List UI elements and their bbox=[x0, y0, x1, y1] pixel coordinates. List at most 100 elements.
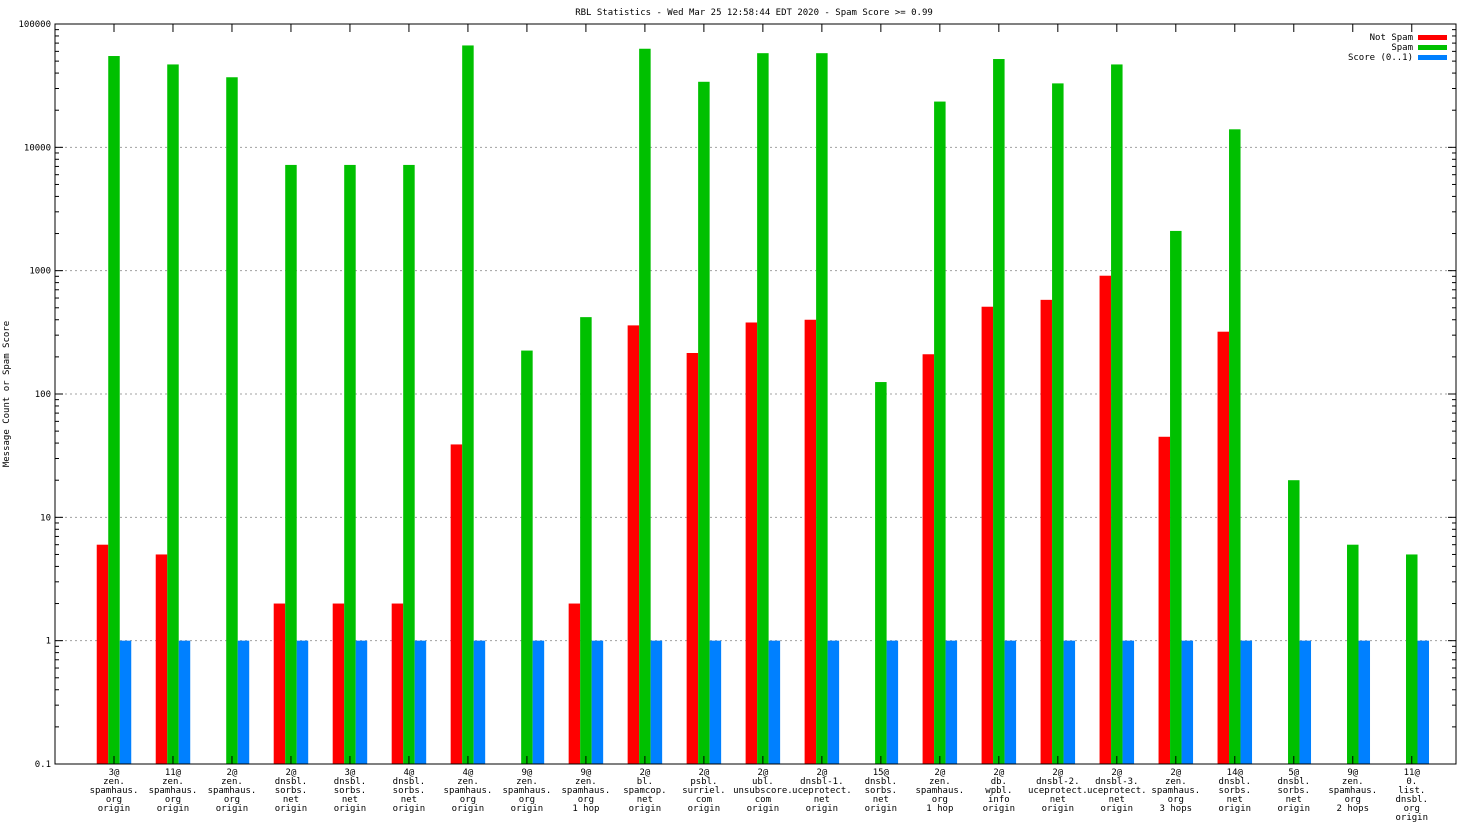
x-tick-label: 2@ bbox=[698, 768, 709, 778]
x-tick-label: spamhaus. bbox=[149, 786, 198, 796]
bar-score-0-1 bbox=[473, 640, 486, 764]
bar-score-0-1 bbox=[237, 640, 250, 764]
x-tick-label: wpbl. bbox=[985, 786, 1012, 796]
x-tick-label: zen. bbox=[575, 777, 597, 787]
legend-label: Score (0..1) bbox=[1348, 53, 1413, 63]
y-axis-label: Message Count or Spam Score bbox=[2, 321, 12, 467]
x-tick-label: origin bbox=[511, 804, 544, 814]
x-tick-label: info bbox=[988, 795, 1010, 805]
x-tick-label: origin bbox=[1042, 804, 1075, 814]
x-tick-label: net bbox=[1227, 795, 1243, 805]
x-tick-label: dnsbl. bbox=[275, 777, 308, 787]
x-tick-label: psbl. bbox=[690, 777, 717, 787]
x-tick-label: 2@ bbox=[286, 768, 297, 778]
x-tick-label: 0. bbox=[1406, 777, 1417, 787]
x-tick-label: origin bbox=[1219, 804, 1252, 814]
x-tick-label: origin bbox=[334, 804, 367, 814]
bar-spam bbox=[1111, 64, 1123, 764]
x-tick-label: net bbox=[401, 795, 417, 805]
bar-spam bbox=[285, 164, 297, 765]
x-tick-label: origin bbox=[157, 804, 190, 814]
x-tick-label: origin bbox=[806, 804, 839, 814]
x-tick-label: dnsbl. bbox=[1278, 777, 1311, 787]
bar-not-spam bbox=[981, 306, 994, 764]
x-tick-label: 2@ bbox=[757, 768, 768, 778]
x-tick-label: sorbs. bbox=[275, 786, 308, 796]
x-tick-label: spamhaus. bbox=[1328, 786, 1377, 796]
x-tick-label: origin bbox=[629, 804, 662, 814]
x-tick-label: org bbox=[519, 795, 535, 805]
x-tick-label: db. bbox=[991, 777, 1007, 787]
x-tick-label: net bbox=[1050, 795, 1066, 805]
x-tick-label: origin bbox=[393, 804, 426, 814]
chart-title: RBL Statistics - Wed Mar 25 12:58:44 EDT… bbox=[575, 8, 933, 18]
x-tick-label: org bbox=[1404, 804, 1420, 814]
bar-not-spam bbox=[450, 444, 463, 764]
x-tick-label: 3 hops bbox=[1160, 804, 1193, 814]
bar-spam bbox=[757, 53, 769, 764]
bar-score-0-1 bbox=[945, 640, 958, 764]
bar-not-spam bbox=[627, 325, 640, 764]
y-tick-label: 100000 bbox=[18, 20, 51, 30]
x-tick-label: ubl. bbox=[752, 777, 774, 787]
y-axis-ticks: 0.1 1 10 100 1000 10000 100000 bbox=[18, 20, 1456, 770]
x-tick-label: 15@ bbox=[873, 768, 890, 778]
bar-not-spam bbox=[391, 603, 404, 764]
x-tick-label: spamhaus. bbox=[1151, 786, 1200, 796]
x-tick-label: 1 hop bbox=[572, 804, 599, 814]
x-tick-label: 9@ bbox=[1347, 768, 1358, 778]
y-tick-label: 1 bbox=[46, 637, 51, 647]
x-tick-label: net bbox=[873, 795, 889, 805]
bar-spam bbox=[1170, 230, 1182, 765]
x-tick-label: 2@ bbox=[816, 768, 827, 778]
bar-score-0-1 bbox=[1063, 640, 1076, 764]
x-tick-label: net bbox=[637, 795, 653, 805]
x-tick-label: sorbs. bbox=[334, 786, 367, 796]
x-tick-label: com bbox=[696, 795, 712, 805]
bar-score-0-1 bbox=[1122, 640, 1135, 764]
bar-score-0-1 bbox=[1240, 640, 1253, 764]
x-tick-label: 2@ bbox=[993, 768, 1004, 778]
x-tick-label: com bbox=[755, 795, 771, 805]
x-tick-label: 9@ bbox=[580, 768, 591, 778]
x-tick-label: uceprotect. bbox=[1028, 786, 1088, 796]
bar-score-0-1 bbox=[296, 640, 309, 764]
x-tick-label: bl. bbox=[637, 777, 653, 787]
x-tick-label: spamhaus. bbox=[562, 786, 611, 796]
bar-score-0-1 bbox=[827, 640, 840, 764]
bar-not-spam bbox=[745, 322, 758, 764]
bar-not-spam bbox=[922, 354, 935, 764]
bar-score-0-1 bbox=[1358, 640, 1371, 764]
x-tick-label: 2@ bbox=[639, 768, 650, 778]
x-tick-label: zen. bbox=[516, 777, 538, 787]
bar-not-spam bbox=[568, 603, 581, 764]
bar-spam bbox=[344, 164, 356, 765]
x-tick-label: origin bbox=[1396, 813, 1429, 823]
bar-score-0-1 bbox=[886, 640, 899, 764]
x-tick-label: org bbox=[460, 795, 476, 805]
bar-spam bbox=[934, 101, 946, 764]
x-tick-label: 2@ bbox=[1052, 768, 1063, 778]
bar-score-0-1 bbox=[709, 640, 722, 764]
bar-spam bbox=[875, 382, 887, 764]
x-tick-label: dnsbl. bbox=[334, 777, 367, 787]
bar-not-spam bbox=[1040, 299, 1053, 764]
bar-not-spam bbox=[96, 544, 109, 764]
x-tick-label: net bbox=[814, 795, 830, 805]
x-tick-label: net bbox=[283, 795, 299, 805]
bar-score-0-1 bbox=[1004, 640, 1017, 764]
bar-score-0-1 bbox=[414, 640, 427, 764]
bar-not-spam bbox=[332, 603, 345, 764]
bar-not-spam bbox=[1217, 331, 1230, 764]
x-tick-label: sorbs. bbox=[393, 786, 426, 796]
x-tick-label: 2 hops bbox=[1337, 804, 1370, 814]
bar-spam bbox=[108, 56, 120, 765]
bars bbox=[96, 45, 1430, 765]
x-tick-label: origin bbox=[865, 804, 898, 814]
x-tick-label: zen. bbox=[1165, 777, 1187, 787]
x-tick-label: 2@ bbox=[227, 768, 238, 778]
x-tick-label: origin bbox=[688, 804, 721, 814]
bar-score-0-1 bbox=[178, 640, 191, 764]
x-tick-label: dnsbl. bbox=[865, 777, 898, 787]
x-tick-label: org bbox=[165, 795, 181, 805]
